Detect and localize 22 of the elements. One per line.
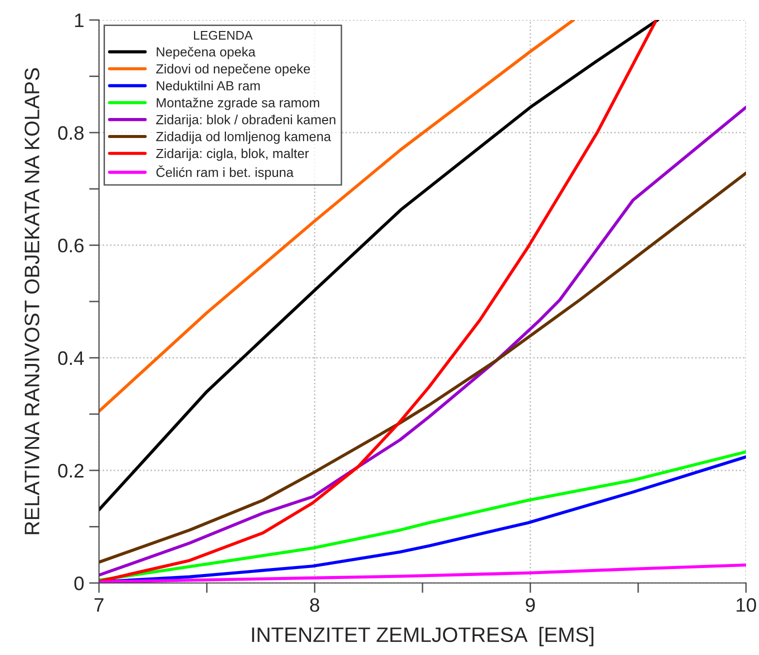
x-tick-label: 8 (310, 598, 320, 612)
y-tick-label: 0 (74, 576, 84, 590)
x-tick-label: 9 (526, 598, 535, 612)
legend-label: Zidovi od nepečene opeke (156, 64, 310, 76)
line-series (99, 20, 575, 413)
legend-label: Zidarija: blok / obrađeni kamen (156, 114, 336, 127)
legend-label: Zidadija od lomljenog kamena (156, 132, 332, 144)
legend-label: Zidarija: cigla, blok, malter (156, 148, 309, 161)
y-tick-label: 0.2 (58, 464, 84, 478)
y-tick-label: 0.8 (58, 126, 84, 140)
y-axis-title: RELATIVNA RANJIVOST OBJEKATA NA KOLAPS (24, 68, 40, 534)
legend-label: Nepečena opeka (156, 46, 256, 60)
legend-label: Čelićn ram i bet. ispuna (156, 165, 294, 180)
legend-title: LEGENDA (194, 30, 253, 40)
x-axis-title: INTENZITET ZEMLJOTRESA [EMS] (252, 626, 594, 646)
y-tick-label: 0.4 (58, 351, 84, 366)
y-tick-label: 1 (75, 14, 84, 28)
legend-label: Neduktilni AB ram (156, 80, 260, 90)
x-tick-label: 7 (94, 598, 104, 612)
legend-label: Montažne zgrade sa ramom (156, 98, 320, 110)
y-tick-label: 0.6 (58, 238, 84, 252)
x-tick-label: 10 (736, 598, 756, 612)
